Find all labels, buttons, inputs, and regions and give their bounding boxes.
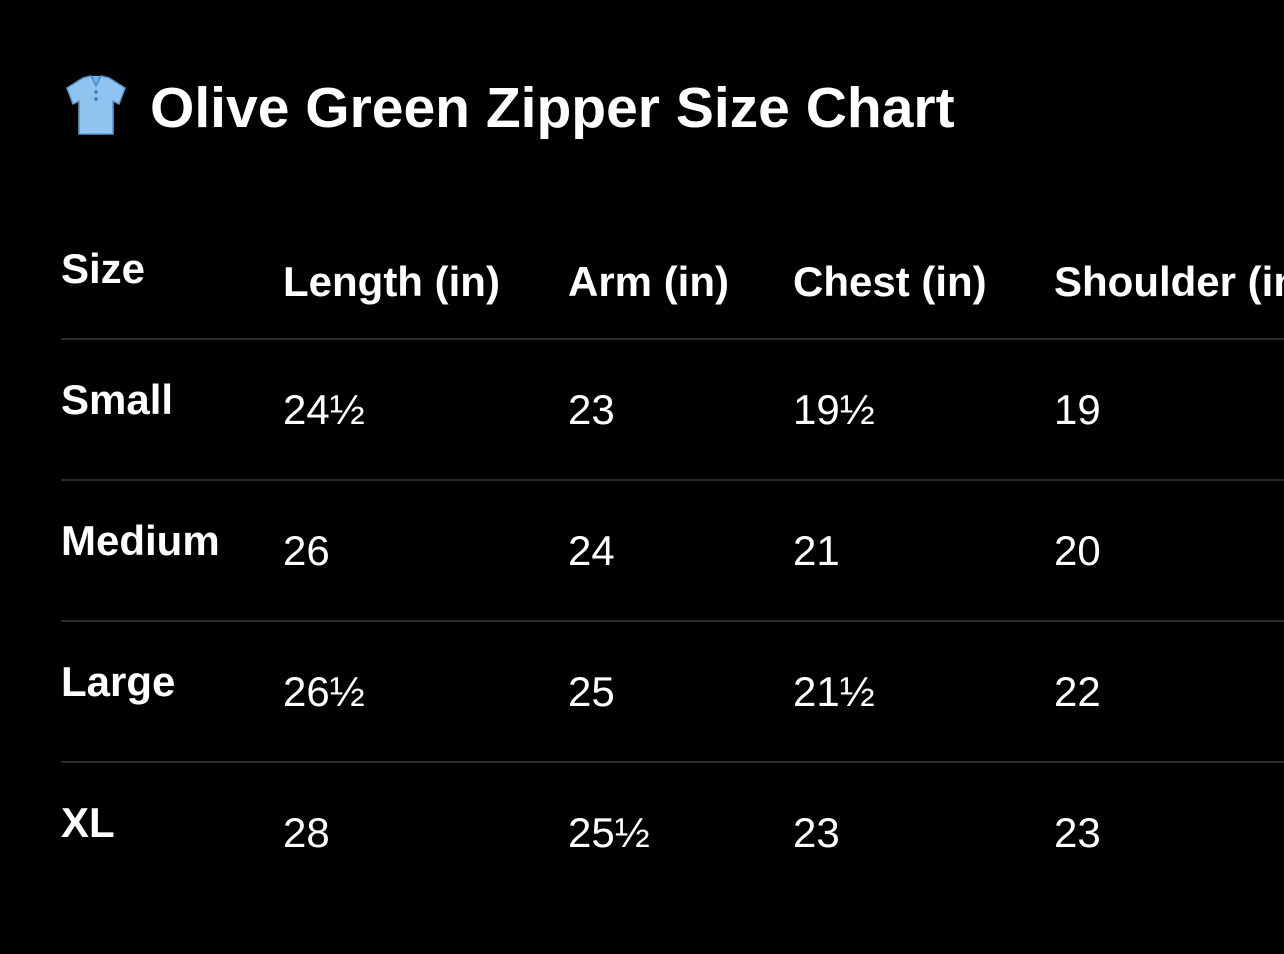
measurement: 24½	[283, 386, 365, 433]
measurement: 25	[568, 668, 615, 715]
measurement: 20	[1054, 527, 1101, 574]
row-divider	[61, 761, 1284, 763]
measurement: 19½	[793, 386, 875, 433]
page-title: Olive Green Zipper Size Chart	[150, 76, 955, 140]
column-header: Size	[61, 245, 146, 292]
measurement: 23	[568, 386, 615, 433]
size-label: Medium	[61, 517, 220, 564]
size-label: Large	[61, 658, 176, 705]
measurement: 23	[1054, 809, 1101, 856]
column-header: Arm (in)	[568, 258, 729, 305]
size-label: XL	[61, 799, 115, 846]
measurement: 21	[793, 527, 840, 574]
shirt-icon	[66, 75, 126, 135]
row-divider	[61, 479, 1284, 481]
measurement: 28	[283, 809, 330, 856]
row-divider	[61, 620, 1284, 622]
measurement: 22	[1054, 668, 1101, 715]
measurement: 21½	[793, 668, 875, 715]
row-divider	[61, 338, 1284, 340]
column-header: Length (in)	[283, 258, 500, 305]
measurement: 24	[568, 527, 615, 574]
size-label: Small	[61, 376, 174, 423]
measurement: 19	[1054, 386, 1101, 433]
measurement: 26	[283, 527, 330, 574]
column-header: Chest (in)	[793, 258, 987, 305]
measurement: 25½	[568, 809, 650, 856]
measurement: 26½	[283, 668, 365, 715]
measurement: 23	[793, 809, 840, 856]
column-header: Shoulder (in)	[1054, 258, 1284, 305]
